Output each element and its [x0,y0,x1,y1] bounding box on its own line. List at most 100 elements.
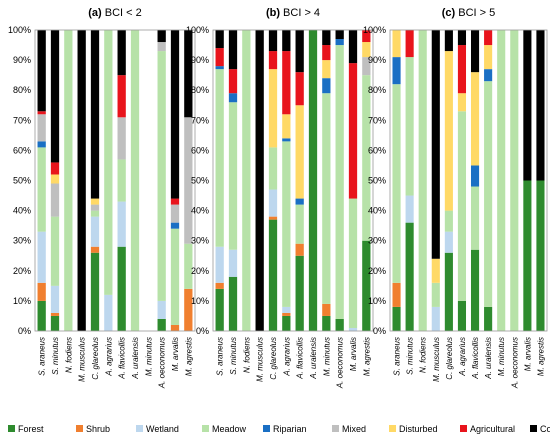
legend-item-riparian: Riparian [263,424,307,434]
bar-segment-meadow [104,30,113,295]
bar-segment-commensal [322,30,331,46]
bar-segment-forest [215,288,224,331]
y-tick-label: 50% [368,176,386,186]
bar-segment-wetland [444,231,453,253]
x-tick-label: M. musculus [256,337,265,382]
legend-swatch [332,425,339,432]
x-tick-label: M. agrestis [184,337,193,376]
plot-frame [34,29,196,332]
chart-panel-2: (b) BCI > 4 0% 10% 20% 30% 40% 50% 60% 70% 80% 90%… [186,7,374,389]
bar-segment-riparian [335,39,344,46]
bar-segment-commensal [470,30,480,73]
bar-segment-mixed [362,57,371,76]
panel-title: (b) BCI > 4 [266,7,320,19]
bar-segment-wetland [282,306,291,313]
bar-segment-commensal [295,30,304,73]
x-tick-label: A. oeconomus [510,337,519,389]
bar-segment-forest [308,30,318,331]
bar-segment-forest [117,246,126,331]
bar-segment-forest [228,276,238,331]
x-tick-label: A. flavicollis [296,337,305,380]
bar-segment-shrub [90,246,100,253]
y-tick-label: 70% [13,115,31,125]
x-tick-label: M. musculus [78,337,87,382]
bar-segment-agricultural [50,162,60,175]
bar-segment-forest [295,255,304,331]
legend-item-meadow: Meadow [202,424,247,434]
y-tick-label: 30% [368,236,386,246]
bar-segment-commensal [37,30,46,112]
bar-segment-meadow [130,30,140,331]
bar-segment-agricultural [322,45,331,61]
y-tick-label: 40% [13,206,31,216]
bar-segment-agricultural [457,45,467,94]
bar-segment-shrub [392,282,401,307]
legend-swatch [136,425,143,432]
chart-panel-3: (c) BCI > 5 0% 10% 20% 30% 40% 50% 60% 70% 80% 90%… [363,7,548,389]
y-tick-label: 50% [191,176,209,186]
y-tick-label: 20% [191,266,209,276]
bar-segment-meadow [335,45,344,319]
x-tick-label: M. agrestis [536,337,545,376]
bar-segment-commensal [215,30,224,49]
legend-swatch [76,425,83,432]
legend-swatch [530,425,537,432]
bar-segment-meadow [242,30,251,331]
x-tick-label: A. agrarius [458,337,467,377]
legend-label: Mixed [342,424,366,434]
bar-segment-agricultural [282,51,291,115]
panel-label: (a) [88,7,102,19]
y-tick-label: 50% [13,176,31,186]
bar-segment-wetland [431,306,440,331]
bar-segment-forest [444,252,453,331]
x-tick-label: N. fodiens [242,337,251,373]
bar-segment-disturbed [50,174,60,184]
y-tick-label: 40% [191,206,209,216]
bar-segment-riparian [170,222,180,229]
legend-item-disturbed: Disturbed [389,424,438,434]
plot-frame [212,29,374,332]
bar-segment-shrub [50,312,60,316]
bar-segment-commensal [431,30,440,259]
bar-segment-forest [268,219,278,331]
y-tick-label: 80% [13,85,31,95]
legend-label: Wetland [146,424,179,434]
bar-segment-commensal [268,30,278,52]
bar-segment-disturbed [484,45,493,70]
bar-segment-riparian [392,57,401,85]
x-tick-label: M. musculus [432,337,441,382]
y-tick-label: 40% [368,206,386,216]
bar-segment-mixed [170,204,180,223]
bar-segment-meadow [405,57,414,196]
bar-segment-commensal [523,30,532,181]
bar-segment-shrub [295,243,304,256]
bar-segment-agricultural [362,30,371,43]
legend-swatch [460,425,467,432]
bar-segment-wetland [215,246,224,283]
bar-segment-wetland [405,195,414,223]
x-tick-label: A. agrarius [104,337,113,377]
y-tick-label: 30% [13,236,31,246]
bar-segment-disturbed [362,42,371,58]
bar-segment-agricultural [268,51,278,70]
bar-segment-disturbed [282,114,291,139]
legend-swatch [202,425,209,432]
bar-segment-commensal [170,30,180,199]
bar-segment-wetland [228,249,238,277]
panel-title-text: BCI > 5 [455,7,495,19]
bar-segment-meadow [392,84,401,283]
bar-segment-wetland [348,327,358,331]
x-tick-label: M. minutus [322,337,331,376]
bar-segment-meadow [184,243,193,289]
x-tick-label: S. minutus [51,337,60,375]
bar-segment-commensal [335,30,344,40]
bar-segment-disturbed [295,105,304,199]
x-tick-label: M. agrestis [362,337,371,376]
y-tick-label: 80% [368,85,386,95]
y-tick-label: 0% [373,326,386,336]
bar-segment-forest [282,315,291,331]
y-tick-label: 20% [13,266,31,276]
bar-segment-meadow [418,30,427,331]
bar-segment-commensal [90,30,100,199]
